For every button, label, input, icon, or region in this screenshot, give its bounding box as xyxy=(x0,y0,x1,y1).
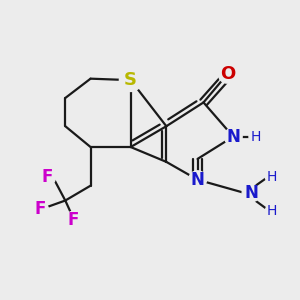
Circle shape xyxy=(249,130,262,143)
Text: H: H xyxy=(267,204,277,218)
Circle shape xyxy=(32,201,48,218)
Circle shape xyxy=(189,171,206,189)
Text: H: H xyxy=(267,170,277,184)
Circle shape xyxy=(218,65,236,83)
Text: N: N xyxy=(190,171,205,189)
Text: O: O xyxy=(220,65,235,83)
Circle shape xyxy=(119,69,142,92)
Circle shape xyxy=(224,128,242,146)
Text: F: F xyxy=(42,168,53,186)
Text: N: N xyxy=(226,128,240,146)
Circle shape xyxy=(265,170,278,183)
Text: S: S xyxy=(124,71,137,89)
Text: F: F xyxy=(67,211,78,229)
Circle shape xyxy=(265,204,278,218)
Text: F: F xyxy=(34,200,46,218)
Circle shape xyxy=(39,168,56,185)
Text: N: N xyxy=(244,184,258,202)
Circle shape xyxy=(64,212,81,228)
Text: H: H xyxy=(250,130,261,144)
Circle shape xyxy=(242,184,260,202)
